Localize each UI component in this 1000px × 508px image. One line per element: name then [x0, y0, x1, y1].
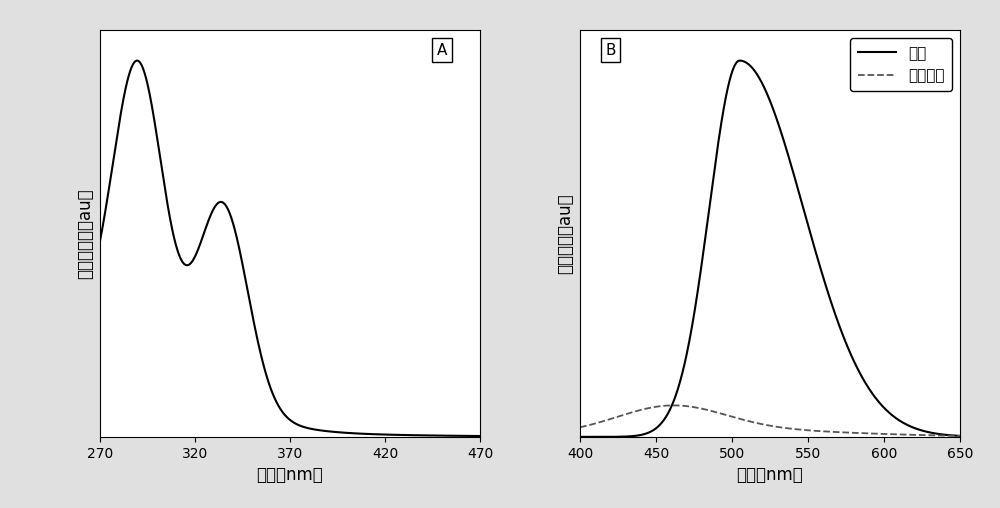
固态 [734, 57, 746, 64]
Y-axis label: 荧光强度（au）: 荧光强度（au） [556, 194, 574, 274]
固态 [574, 434, 586, 440]
固态 [899, 421, 911, 427]
水溶液态 [884, 431, 896, 437]
固态 [721, 87, 733, 93]
Line: 水溶液态: 水溶液态 [580, 405, 960, 436]
固态 [884, 410, 896, 416]
Text: B: B [605, 43, 616, 58]
Text: A: A [437, 43, 447, 58]
Legend: 固态, 水溶液态: 固态, 水溶液态 [850, 38, 952, 91]
Line: 固态: 固态 [580, 60, 960, 437]
固态 [786, 166, 798, 172]
X-axis label: 波长（nm）: 波长（nm） [737, 466, 803, 484]
水溶液态 [721, 412, 733, 419]
水溶液态 [582, 422, 594, 428]
水溶液态 [786, 426, 798, 432]
水溶液态 [899, 432, 911, 438]
水溶液态 [954, 433, 966, 439]
固态 [954, 433, 966, 439]
水溶液态 [913, 432, 925, 438]
水溶液态 [574, 424, 586, 430]
X-axis label: 波长（nm）: 波长（nm） [257, 466, 323, 484]
固态 [913, 427, 925, 433]
固态 [582, 434, 594, 440]
水溶液态 [668, 402, 680, 408]
Y-axis label: 归一化吸收（au）: 归一化吸收（au） [76, 188, 94, 279]
